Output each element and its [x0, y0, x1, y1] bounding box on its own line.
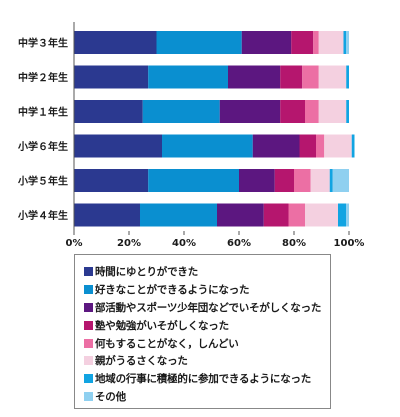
bar-segment	[294, 169, 311, 192]
bar-segment	[74, 134, 162, 158]
legend-item: 親がうるさくなった	[84, 352, 330, 370]
x-tick-label: 40%	[172, 238, 196, 249]
legend-item: 地域の行事に積極的に参加できるようになった	[84, 370, 330, 388]
category-label: 小学５年生	[17, 175, 68, 188]
legend-swatch	[84, 267, 93, 277]
bar-segment	[219, 100, 281, 123]
legend-item: その他	[84, 388, 330, 406]
bar-segment	[140, 203, 217, 227]
bar-segment	[351, 134, 355, 158]
legend-swatch	[84, 374, 93, 384]
bar-segment	[142, 100, 220, 123]
bar-segment	[346, 31, 349, 54]
bar-segment	[318, 31, 344, 54]
bar-segment	[346, 203, 349, 227]
bar-segment	[318, 65, 347, 89]
legend-label: その他	[95, 390, 126, 403]
x-tick-label: 100%	[334, 238, 365, 249]
bar-segment	[313, 31, 319, 54]
bar-segment	[305, 100, 319, 123]
x-tick-label: 80%	[282, 238, 306, 249]
legend-label: 何もすることがなく，しんどい	[95, 337, 239, 350]
legend-label: 地域の行事に積極的に参加できるようになった	[95, 373, 312, 386]
bar-segment	[291, 31, 314, 54]
bar-segment	[316, 134, 325, 158]
legend-label: 時間にゆとりができた	[95, 266, 198, 279]
bar-segment	[280, 65, 303, 89]
bar-segment	[74, 100, 143, 123]
legend-swatch	[84, 320, 93, 330]
legend-label: 親がうるさくなった	[95, 355, 188, 368]
bar-segment	[252, 134, 300, 158]
bar-segment	[343, 31, 347, 54]
bar-segment	[288, 203, 305, 227]
legend-item: 塾や勉強がいそがしくなった	[84, 316, 330, 334]
bar-segment	[228, 65, 281, 89]
category-label: 中学２年生	[18, 71, 68, 84]
legend-item: 部活動やスポーツ少年団などでいそがしくなった	[84, 299, 330, 317]
bar-segment	[299, 134, 316, 158]
legend-item: 好きなことができるようになった	[84, 281, 330, 299]
legend-label: 好きなことができるようになった	[95, 284, 250, 297]
bar-segment	[156, 31, 242, 54]
category-label: 中学３年生	[18, 37, 68, 50]
legend-item: 時間にゆとりができた	[84, 263, 330, 281]
category-label: 中学１年生	[18, 106, 68, 119]
bar-segment	[274, 169, 294, 192]
bar-segment	[329, 169, 333, 192]
bar-segment	[263, 203, 289, 227]
x-tick-label: 20%	[117, 238, 141, 249]
bar-segment	[74, 203, 140, 227]
bar-segment	[346, 65, 349, 89]
bar-segment	[148, 169, 239, 192]
legend-swatch	[84, 302, 93, 312]
bar-segment	[74, 169, 149, 192]
bar-segment	[338, 203, 347, 227]
bar-segment	[310, 169, 330, 192]
bar-segment	[305, 203, 338, 227]
bar-segment	[239, 169, 275, 192]
bar-segment	[302, 65, 319, 89]
bar-segment	[346, 100, 349, 123]
legend-swatch	[84, 391, 93, 401]
bar-segment	[162, 134, 253, 158]
legend-item: 何もすることがなく，しんどい	[84, 334, 330, 352]
bar-segment	[217, 203, 264, 227]
bar-segment	[318, 100, 347, 123]
bar-segment	[332, 169, 349, 192]
legend-swatch	[84, 285, 93, 295]
legend-swatch	[84, 338, 93, 348]
x-axis-ticks: 0% 20% 40% 60% 80% 100%	[66, 231, 365, 249]
x-tick-label: 60%	[227, 238, 251, 249]
category-label: 小学４年生	[17, 209, 68, 222]
legend: 時間にゆとりができた好きなことができるようになった部活動やスポーツ少年団などでい…	[74, 254, 331, 409]
category-label: 小学６年生	[17, 140, 68, 153]
legend-swatch	[84, 356, 93, 366]
bar-segment	[74, 31, 157, 54]
bar-segment	[280, 100, 305, 123]
bar-segment	[148, 65, 228, 89]
legend-label: 部活動やスポーツ少年団などでいそがしくなった	[95, 301, 322, 314]
bar-segment	[324, 134, 352, 158]
x-tick-label: 0%	[66, 238, 83, 249]
bar-segment	[74, 65, 149, 89]
bar-segment	[241, 31, 292, 54]
bars-layer	[74, 31, 355, 227]
legend-label: 塾や勉強がいそがしくなった	[95, 319, 229, 332]
